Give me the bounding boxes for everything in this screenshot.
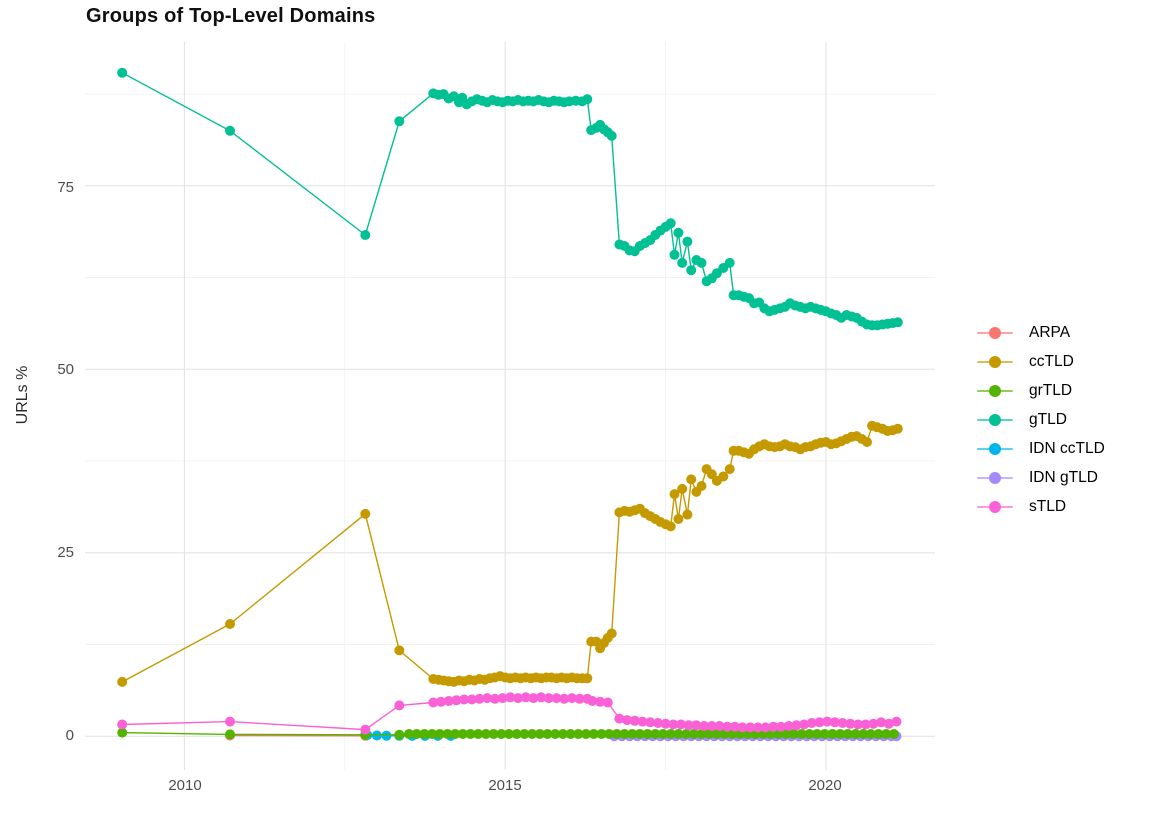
legend-item-label: IDN ccTLD [1029, 439, 1105, 457]
legend-item: sTLD [977, 492, 1105, 521]
y-tick-label-25: 25 [57, 544, 74, 561]
legend-item-label: IDN gTLD [1029, 468, 1098, 486]
x-tick-label-2020: 2020 [808, 777, 842, 794]
legend-key-icon [977, 413, 1013, 427]
legend: ARPA ccTLD grTLD gTLD IDN ccTLD IDN gTLD… [977, 318, 1105, 521]
y-tick-label-0: 0 [65, 727, 74, 744]
chart-title: Groups of Top-Level Domains [86, 5, 376, 27]
legend-item-label: gTLD [1029, 410, 1067, 428]
legend-item: ARPA [977, 318, 1105, 347]
legend-key-icon [977, 500, 1013, 514]
legend-item: ccTLD [977, 347, 1105, 376]
legend-item: IDN gTLD [977, 463, 1105, 492]
legend-item-label: ARPA [1029, 323, 1071, 341]
legend-key-icon [977, 326, 1013, 340]
x-tick-label-2015: 2015 [488, 777, 522, 794]
x-tick-label-2010: 2010 [168, 777, 202, 794]
legend-key-icon [977, 471, 1013, 485]
legend-item-label: sTLD [1029, 497, 1067, 515]
legend-key-icon [977, 442, 1013, 456]
legend-item: grTLD [977, 376, 1105, 405]
y-tick-label-75: 75 [57, 179, 74, 196]
legend-item: gTLD [977, 405, 1105, 434]
legend-item-label: ccTLD [1029, 352, 1074, 370]
legend-key-icon [977, 355, 1013, 369]
legend-item-label: grTLD [1029, 381, 1073, 399]
legend-key-icon [977, 384, 1013, 398]
legend-item: IDN ccTLD [977, 434, 1105, 463]
y-tick-label-50: 50 [57, 361, 74, 378]
